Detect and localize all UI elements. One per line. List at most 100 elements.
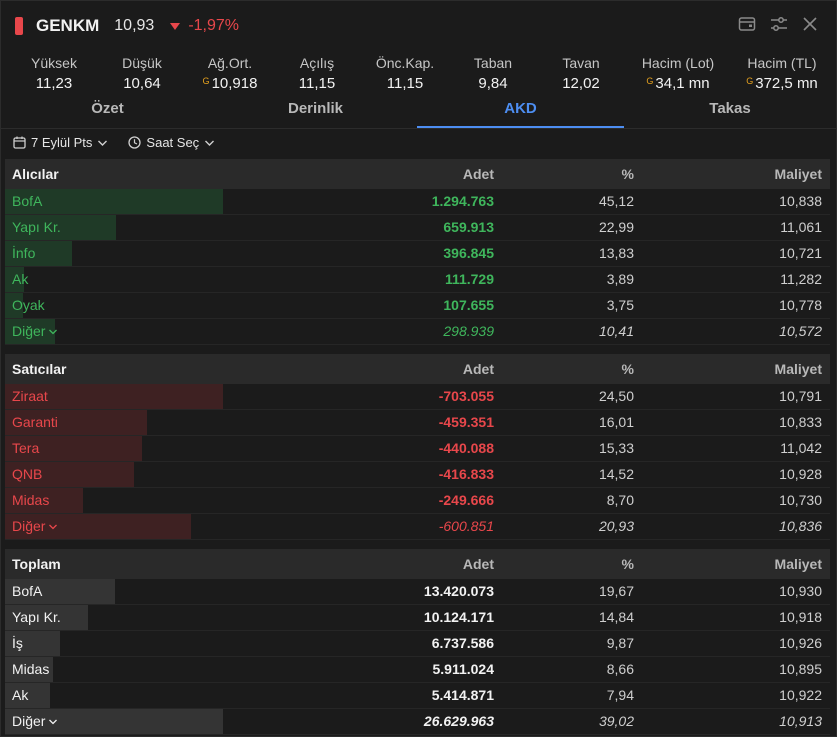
broker-name: Diğer <box>12 323 58 339</box>
table-row[interactable]: Ak 111.729 3,89 11,282 <box>5 267 830 293</box>
table-row[interactable]: Garanti -459.351 16,01 10,833 <box>5 410 830 436</box>
table-row[interactable]: Diğer 298.939 10,41 10,572 <box>5 319 830 345</box>
broker-name-text: Yapı Kr. <box>12 219 61 235</box>
stat-value: 10,64 <box>123 75 161 92</box>
maliyet-value: 10,926 <box>779 635 822 651</box>
stat-8: Hacim (TL) G 372,5 mn <box>732 55 832 92</box>
section-header: Satıcılar Adet% Maliyet <box>5 354 830 384</box>
stat-value: 10,918 <box>211 75 258 92</box>
pct-value: 8,66 <box>606 661 634 677</box>
section-title: Alıcılar <box>12 166 59 182</box>
tab-2[interactable]: AKD <box>417 95 624 128</box>
table-row[interactable]: Midas -249.666 8,70 10,730 <box>5 488 830 514</box>
volume-bar <box>5 709 223 734</box>
volume-bar <box>5 319 55 344</box>
date-filter[interactable]: 7 Eylül Pts <box>13 135 108 150</box>
adet-value: 10.124.171 <box>423 609 494 625</box>
volume-bar <box>5 410 147 435</box>
broker-name-text: Oyak <box>12 297 45 313</box>
pct-value: 24,50 <box>598 388 634 404</box>
close-icon[interactable] <box>802 16 818 32</box>
stat-value-wrap: G 34,1 mn <box>628 75 728 92</box>
stat-label: Açılış <box>299 55 335 71</box>
stat-value: 34,1 mn <box>655 75 710 92</box>
volume-bar <box>5 683 50 708</box>
time-filter[interactable]: Saat Seç <box>128 135 215 150</box>
column-header-maliyet: Maliyet <box>774 361 822 377</box>
chevron-down-icon[interactable] <box>48 323 58 339</box>
chevron-down-icon <box>98 140 108 146</box>
table-row[interactable]: İnfo 396.845 13,83 10,721 <box>5 241 830 267</box>
volume-bar <box>5 384 223 409</box>
pct-value: 16,01 <box>598 414 634 430</box>
adet-value: 6.737.586 <box>431 635 494 651</box>
maliyet-value: 11,061 <box>780 219 822 235</box>
chevron-down-icon[interactable] <box>48 713 58 729</box>
stat-value: 11,15 <box>386 75 424 92</box>
tab-bar: Özet Derinlik AKD Takas <box>1 95 836 128</box>
pct-value: 39,02 <box>598 713 634 729</box>
pct-value: 10,41 <box>598 323 634 339</box>
clock-icon <box>128 136 142 149</box>
broker-name: BofA <box>12 193 42 209</box>
table-row[interactable]: Diğer -600.851 20,93 10,836 <box>5 514 830 540</box>
broker-name-text: Ak <box>12 271 29 287</box>
table-row[interactable]: Ak 5.414.871 7,94 10,922 <box>5 683 830 709</box>
stat-value-wrap: G 372,5 mn <box>732 75 832 92</box>
column-header-adet: Adet <box>462 361 494 377</box>
tab-3[interactable]: Takas <box>709 100 751 117</box>
stats-bar: Yüksek 11,23 Düşük 10,64 Ağ.Ort. G 10,918 Açılı… <box>1 51 836 95</box>
symbol-name[interactable]: GENKM <box>36 16 100 35</box>
header: GENKM 10,93 -1,97% <box>1 1 836 51</box>
table-row[interactable]: BofA 1.294.763 45,12 10,838 <box>5 189 830 215</box>
triangle-down-icon <box>170 22 181 30</box>
table-row[interactable]: Tera -440.088 15,33 11,042 <box>5 436 830 462</box>
adet-value: 1.294.763 <box>431 193 494 209</box>
table-row[interactable]: QNB -416.833 14,52 10,928 <box>5 462 830 488</box>
maliyet-value: 10,572 <box>779 323 822 339</box>
stat-value: 9,84 <box>478 75 508 92</box>
pct-value: 14,52 <box>598 466 634 482</box>
column-header-pct: % <box>621 556 634 572</box>
table-row[interactable]: İş 6.737.586 9,87 10,926 <box>5 631 830 657</box>
volume-bar <box>5 241 72 266</box>
broker-name: Oyak <box>12 297 45 313</box>
adet-value: 107.655 <box>443 297 494 313</box>
table-row[interactable]: Midas 5.911.024 8,66 10,895 <box>5 657 830 683</box>
maliyet-value: 10,838 <box>779 193 822 209</box>
settings-sliders-icon[interactable] <box>770 16 788 32</box>
tab-1[interactable]: Derinlik <box>287 100 344 117</box>
calendar-icon <box>13 136 26 149</box>
date-filter-label: 7 Eylül Pts <box>31 135 93 150</box>
pct-value: 8,70 <box>606 492 634 508</box>
section-title: Satıcılar <box>12 361 67 377</box>
broker-name: Diğer <box>12 713 58 729</box>
section-title: Toplam <box>12 556 61 572</box>
stat-value: 372,5 mn <box>755 75 818 92</box>
broker-name: Yapı Kr. <box>12 609 61 625</box>
tab-0[interactable]: Özet <box>91 100 124 117</box>
table-row[interactable]: Diğer 26.629.963 39,02 10,913 <box>5 709 830 735</box>
maliyet-value: 10,778 <box>779 297 822 313</box>
adet-value: -249.666 <box>438 492 494 508</box>
chevron-down-icon[interactable] <box>48 518 58 534</box>
maliyet-value: 10,922 <box>779 687 822 703</box>
adet-value: -600.851 <box>438 518 494 534</box>
table-row[interactable]: Oyak 107.655 3,75 10,778 <box>5 293 830 319</box>
broker-name: Tera <box>12 440 39 456</box>
table-row[interactable]: Yapı Kr. 659.913 22,99 11,061 <box>5 215 830 241</box>
buyers-table: Alıcılar Adet% Maliyet BofA 1.294.763 45,12 10… <box>5 159 830 345</box>
window-icon[interactable] <box>738 16 756 32</box>
table-row[interactable]: Yapı Kr. 10.124.171 14,84 10,918 <box>5 605 830 631</box>
table-row[interactable]: BofA 13.420.073 19,67 10,930 <box>5 579 830 605</box>
broker-name: QNB <box>12 466 42 482</box>
pct-value: 14,84 <box>598 609 634 625</box>
maliyet-value: 10,836 <box>779 518 822 534</box>
broker-name: Midas <box>12 661 49 677</box>
broker-name: Midas <box>12 492 49 508</box>
stat-1: Düşük 10,64 <box>92 55 192 92</box>
maliyet-value: 10,895 <box>779 661 822 677</box>
table-row[interactable]: Ziraat -703.055 24,50 10,791 <box>5 384 830 410</box>
window-controls <box>738 16 818 32</box>
broker-name: Ak <box>12 271 28 287</box>
